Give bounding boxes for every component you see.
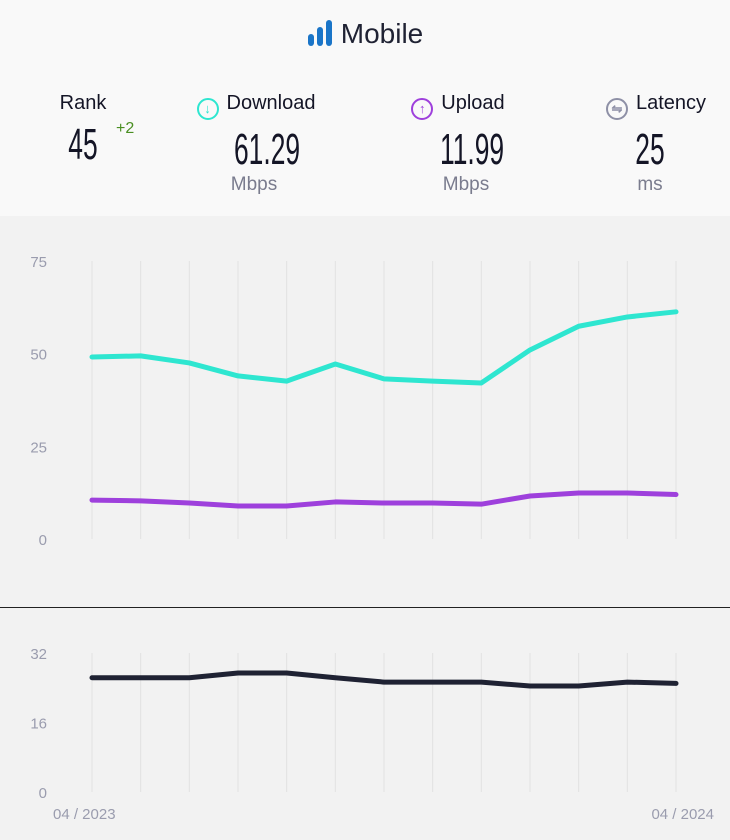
download-label: Download [226, 92, 316, 114]
download-arrow-icon: ↓ [196, 98, 219, 120]
upload-metric[interactable]: ↑ Upload 11.99 Mbps [396, 92, 520, 196]
download-metric[interactable]: ↓ Download 61.29 Mbps [178, 92, 334, 196]
download-unit: Mbps [230, 174, 278, 195]
upload-arrow-icon: ↑ [411, 98, 434, 120]
latency-y-tick: 0 [39, 785, 47, 802]
chart-divider [0, 607, 730, 608]
rank-label: Rank [59, 92, 107, 114]
title-text: Mobile [340, 18, 424, 49]
speed-y-tick: 75 [30, 254, 47, 271]
latency-y-tick: 32 [30, 646, 47, 663]
latency-unit: ms [637, 174, 663, 195]
upload-unit: Mbps [442, 174, 490, 195]
x-label-end: 04 / 2024 [651, 806, 714, 823]
rank-value: 45 [68, 120, 98, 169]
page-title: Mobile [0, 18, 730, 50]
upload-value: 11.99 [440, 125, 505, 174]
latency-arrows-icon: ⇋ [605, 98, 628, 120]
latency-metric[interactable]: ⇋ Latency 25 ms [594, 92, 718, 196]
latency-y-tick: 16 [30, 716, 47, 733]
speed-chart: 75 50 25 0 [30, 254, 679, 549]
signal-bars-icon [307, 20, 332, 46]
latency-label: Latency [635, 92, 707, 114]
speed-y-tick: 0 [39, 532, 47, 549]
speed-y-tick: 25 [30, 439, 47, 456]
latency-value: 25 [635, 125, 665, 174]
upload-label: Upload [441, 92, 505, 114]
rank-metric: Rank 45 [40, 92, 126, 169]
rank-change: +2 [116, 120, 135, 137]
speed-y-tick: 50 [30, 347, 47, 364]
x-label-start: 04 / 2023 [53, 806, 116, 823]
